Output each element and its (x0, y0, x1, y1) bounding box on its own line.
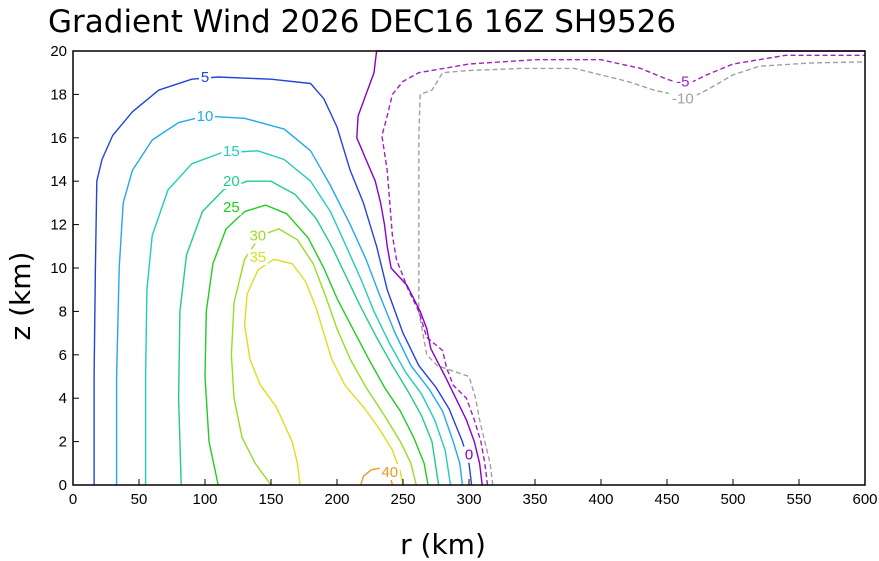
y-tick-label: 18 (50, 86, 67, 103)
contour-label-bg (672, 73, 693, 90)
x-tick-label: 300 (456, 491, 481, 508)
y-tick-label: 8 (59, 303, 67, 320)
contour-line-25 (204, 204, 429, 486)
contour-line-5 (93, 76, 473, 486)
contour-label-bg (221, 142, 242, 159)
x-axis-ticks: 0 50 100 150 200 250 300 350 400 450 500 550 600 (69, 479, 878, 508)
x-tick-label: 200 (324, 491, 349, 508)
contour-label-bg (221, 199, 242, 216)
x-tick-label: 0 (69, 491, 77, 508)
x-axis-label: r (km) (400, 528, 486, 561)
contour-label: 5 (201, 69, 209, 86)
contour-label: 25 (223, 199, 240, 216)
x-tick-label: 150 (258, 491, 283, 508)
x-tick-label: 500 (720, 491, 745, 508)
x-tick-label: 100 (192, 491, 217, 508)
contour-label-bg (463, 446, 475, 463)
contour-label: 35 (249, 249, 266, 266)
contour-label: 10 (197, 108, 214, 125)
x-tick-label: 400 (588, 491, 613, 508)
contour-line-neg5 (381, 54, 865, 486)
y-tick-label: 20 (50, 43, 67, 60)
contour-line-15 (144, 150, 452, 486)
x-tick-label: 600 (852, 491, 877, 508)
x-tick-label: 350 (522, 491, 547, 508)
contour-label-bg (247, 249, 268, 266)
y-tick-label: 0 (59, 477, 67, 494)
contour-line-0 (356, 50, 865, 486)
contour-label: 0 (465, 447, 473, 464)
contour-line-30 (230, 228, 417, 486)
contour-label-bg (379, 463, 400, 480)
y-axis-label: z (km) (4, 252, 37, 341)
x-tick-label: 50 (131, 491, 148, 508)
contour-line-35 (243, 258, 404, 486)
contour-labels: 5 10 15 20 25 30 35 40 0 -5-10 (195, 69, 697, 481)
x-tick-label: 250 (390, 491, 415, 508)
contour-line-10 (115, 115, 464, 486)
contour-label-bg (668, 90, 697, 107)
y-tick-label: 12 (50, 217, 67, 234)
x-tick-label: 450 (654, 491, 679, 508)
contour-label: 20 (223, 173, 240, 190)
contour-lines (93, 50, 866, 486)
contour-label: -10 (672, 91, 694, 108)
contour-label-bg (195, 108, 215, 125)
contour-label: 40 (381, 464, 398, 481)
y-tick-label: 2 (59, 434, 67, 451)
y-tick-label: 14 (50, 173, 67, 190)
contour-label-bg (199, 69, 211, 86)
y-tick-label: 16 (50, 130, 67, 147)
y-tick-label: 10 (50, 260, 67, 277)
x-tick-label: 550 (786, 491, 811, 508)
contour-label: 30 (249, 227, 266, 244)
y-tick-label: 6 (59, 347, 67, 364)
contour-line-20 (177, 180, 440, 486)
contour-label: 15 (223, 143, 240, 160)
y-axis-ticks: 0 2 4 6 8 10 12 14 16 18 20 (50, 43, 79, 494)
contour-line-neg10 (418, 61, 866, 486)
contour-label: -5 (676, 73, 689, 90)
y-tick-label: 4 (59, 390, 67, 407)
plot-frame (72, 50, 866, 486)
chart-title: Gradient Wind 2026 DEC16 16Z SH9526 (48, 4, 676, 40)
contour-label-bg (221, 173, 242, 190)
contour-label-bg (247, 227, 268, 244)
